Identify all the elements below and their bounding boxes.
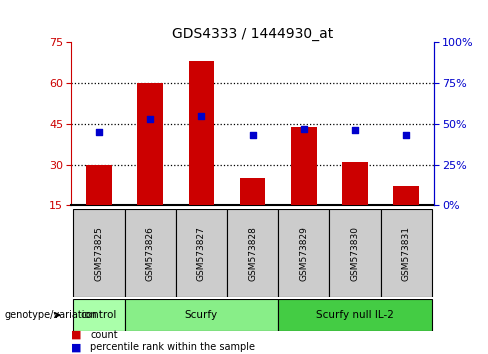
Text: GSM573830: GSM573830	[350, 225, 360, 281]
Point	[198, 113, 205, 119]
Point	[248, 132, 257, 138]
Bar	[291, 127, 317, 205]
Bar	[176, 209, 227, 297]
Point	[351, 127, 359, 133]
Bar	[86, 165, 112, 205]
Text: ■: ■	[71, 342, 81, 352]
Bar	[381, 209, 432, 297]
Text: Scurfy: Scurfy	[185, 310, 218, 320]
Point	[300, 126, 307, 132]
Text: GSM573829: GSM573829	[299, 225, 308, 281]
Bar	[329, 209, 381, 297]
Text: percentile rank within the sample: percentile rank within the sample	[90, 342, 255, 352]
Bar	[124, 209, 176, 297]
Text: Scurfy null IL-2: Scurfy null IL-2	[316, 310, 394, 320]
Bar	[124, 299, 278, 331]
Text: GSM573826: GSM573826	[145, 225, 155, 281]
Point	[146, 116, 154, 122]
Point	[402, 132, 410, 138]
Bar	[240, 178, 265, 205]
Bar	[227, 209, 278, 297]
Text: GSM573831: GSM573831	[402, 225, 411, 281]
Title: GDS4333 / 1444930_at: GDS4333 / 1444930_at	[172, 28, 333, 41]
Text: GSM573828: GSM573828	[248, 225, 257, 281]
Bar	[188, 62, 214, 205]
Bar	[342, 162, 368, 205]
Text: genotype/variation: genotype/variation	[5, 310, 98, 320]
Text: ■: ■	[71, 330, 81, 340]
Bar	[137, 83, 163, 205]
Text: control: control	[81, 310, 117, 320]
Bar	[73, 209, 124, 297]
Text: GSM573827: GSM573827	[197, 225, 206, 281]
Bar	[73, 299, 124, 331]
Bar	[278, 209, 329, 297]
Bar	[393, 186, 419, 205]
Point	[95, 129, 103, 135]
Bar	[278, 299, 432, 331]
Text: GSM573825: GSM573825	[94, 225, 103, 281]
Text: count: count	[90, 330, 118, 340]
